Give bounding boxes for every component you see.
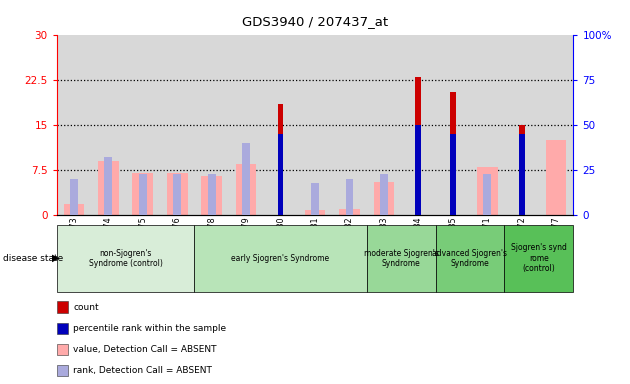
Bar (415, 125, 421, 215)
Bar (139, 174, 147, 215)
Bar (483, 174, 491, 215)
Bar (64, 204, 84, 215)
Text: Sjogren's synd
rome
(control): Sjogren's synd rome (control) (511, 243, 567, 273)
Bar (546, 140, 566, 215)
Bar (415, 77, 421, 215)
Text: percentile rank within the sample: percentile rank within the sample (73, 324, 226, 333)
Bar (208, 174, 215, 215)
Text: disease state: disease state (3, 254, 64, 263)
Bar (380, 174, 388, 215)
Bar (345, 179, 353, 215)
Bar (98, 161, 118, 215)
Bar (202, 176, 222, 215)
Bar (242, 143, 250, 215)
Text: GDS3940 / 207437_at: GDS3940 / 207437_at (242, 15, 388, 28)
Text: moderate Sjogren's
Syndrome: moderate Sjogren's Syndrome (364, 248, 438, 268)
Bar (477, 167, 498, 215)
Text: count: count (73, 303, 99, 312)
Bar (374, 182, 394, 215)
Bar (278, 134, 284, 215)
Bar (305, 210, 325, 215)
Text: value, Detection Call = ABSENT: value, Detection Call = ABSENT (73, 345, 217, 354)
Bar (105, 157, 112, 215)
Bar (518, 134, 525, 215)
Text: ▶: ▶ (52, 253, 60, 263)
Bar (132, 173, 153, 215)
Bar (518, 125, 525, 215)
Bar (70, 179, 78, 215)
Bar (236, 164, 256, 215)
Bar (167, 173, 188, 215)
Bar (339, 209, 360, 215)
Text: early Sjogren's Syndrome: early Sjogren's Syndrome (231, 254, 329, 263)
Bar (450, 134, 455, 215)
Bar (173, 174, 181, 215)
Bar (311, 182, 319, 215)
Text: non-Sjogren's
Syndrome (control): non-Sjogren's Syndrome (control) (89, 248, 163, 268)
Text: rank, Detection Call = ABSENT: rank, Detection Call = ABSENT (73, 366, 212, 375)
Bar (278, 104, 284, 215)
Text: advanced Sjogren's
Syndrome: advanced Sjogren's Syndrome (432, 248, 508, 268)
Bar (450, 92, 455, 215)
